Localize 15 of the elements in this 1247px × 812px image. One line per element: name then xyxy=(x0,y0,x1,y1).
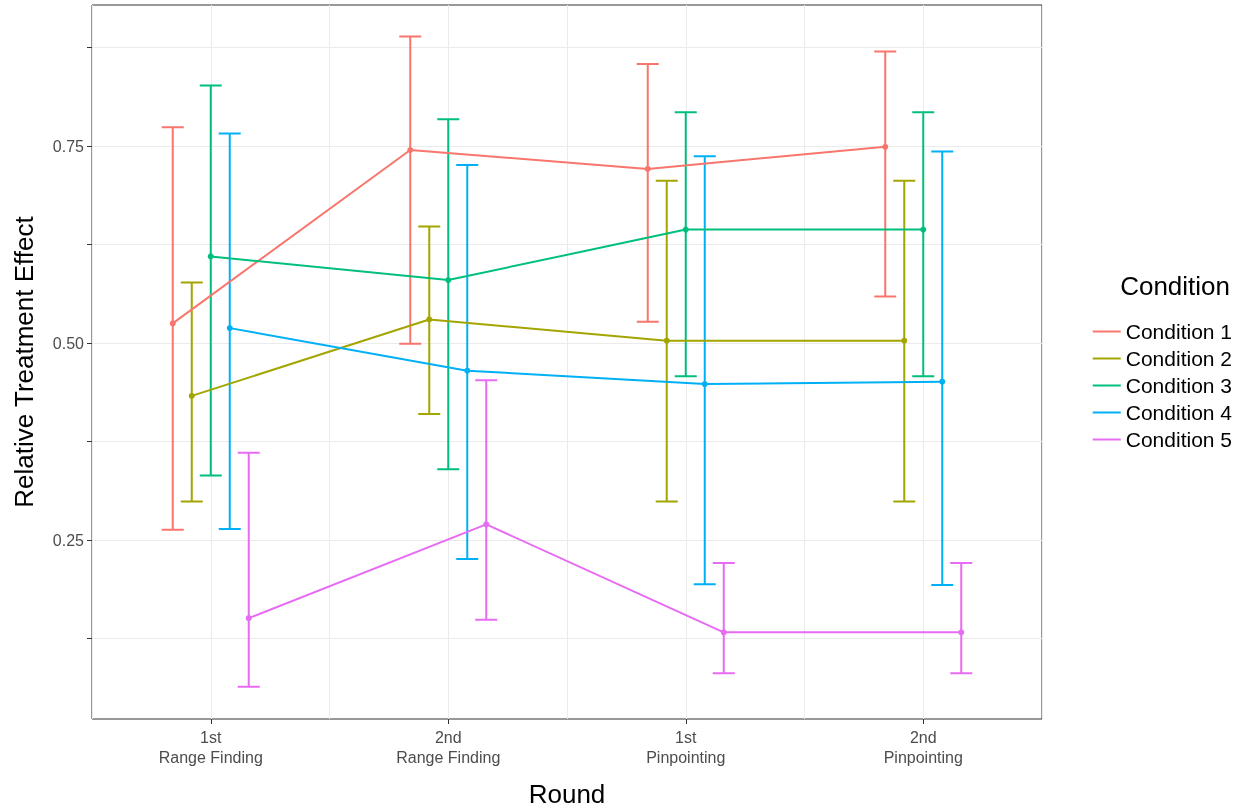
legend-label: Condition 2 xyxy=(1125,347,1233,370)
legend-label: Condition 4 xyxy=(1125,401,1233,424)
y-axis-title: Relative Treatment Effect xyxy=(9,215,39,508)
x-tick-label: 2nd Range Finding xyxy=(396,728,501,766)
y-tick-label: 0.50 xyxy=(52,334,85,352)
legend-label: Condition 5 xyxy=(1125,428,1233,451)
x-axis-title: Round xyxy=(528,779,606,809)
legend-label: Condition 3 xyxy=(1125,374,1233,397)
legend-title: Condition xyxy=(1120,271,1231,301)
y-tick-label: 0.25 xyxy=(52,531,85,549)
x-tick-label: 1st Range Finding xyxy=(158,728,263,766)
x-tick-label: 2nd Pinpointing xyxy=(883,728,963,766)
y-tick-label: 0.75 xyxy=(52,137,85,155)
x-tick-label: 1st Pinpointing xyxy=(646,728,726,766)
legend-label: Condition 1 xyxy=(1125,320,1233,343)
